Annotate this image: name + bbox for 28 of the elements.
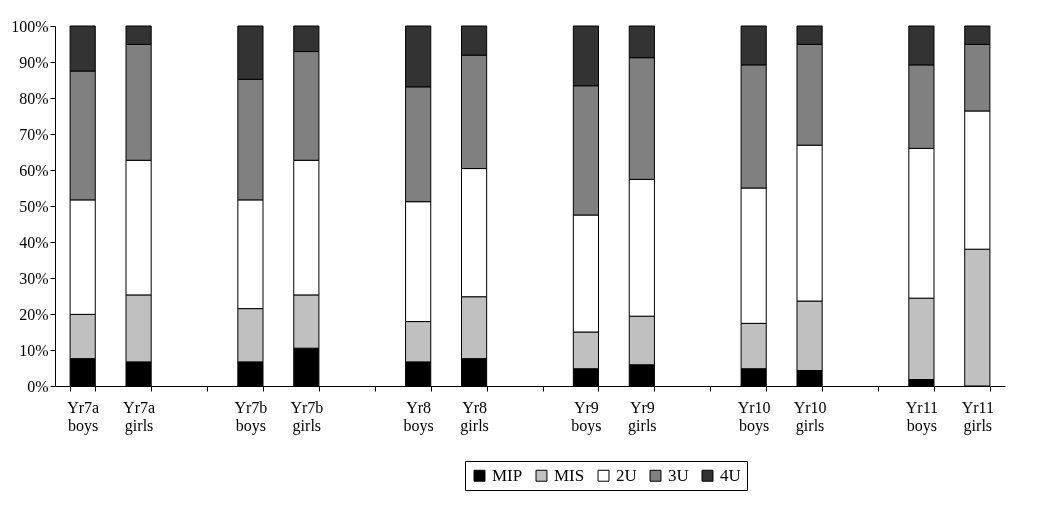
y-tick-label: 10% <box>19 341 49 359</box>
legend-label: 2U <box>616 465 637 485</box>
legend-label: MIS <box>554 465 585 485</box>
y-tick-label: 60% <box>19 161 49 179</box>
y-tick-label: 20% <box>19 305 49 323</box>
legend-label: MIP <box>492 465 523 485</box>
legend-label: 3U <box>668 465 689 485</box>
x-tick-label: Yr8 girls <box>460 398 489 435</box>
y-tick-label: 0% <box>27 377 49 395</box>
y-tick-label: 100% <box>11 17 49 35</box>
x-tick-label: Yr11 girls <box>961 398 994 435</box>
y-tick-label: 70% <box>19 125 49 143</box>
x-tick-label: Yr10 boys <box>737 398 771 435</box>
y-tick-label: 90% <box>19 53 49 71</box>
x-tick-label: Yr9 girls <box>628 398 657 435</box>
x-tick-label: Yr10 girls <box>793 398 827 435</box>
x-tick-label: Yr7b girls <box>290 398 324 435</box>
y-tick-label: 80% <box>19 89 49 107</box>
x-tick-label: Yr9 boys <box>571 398 602 435</box>
x-tick-label: Yr8 boys <box>403 398 434 435</box>
y-tick-label: 50% <box>19 197 49 215</box>
x-tick-label: Yr11 boys <box>905 398 939 435</box>
y-tick-label: 30% <box>19 269 49 287</box>
x-tick-label: Yr7b boys <box>234 398 268 435</box>
legend-label: 4U <box>720 465 741 485</box>
y-tick-label: 40% <box>19 233 49 251</box>
x-tick-label: Yr7a boys <box>67 398 100 435</box>
x-tick-label: Yr7a girls <box>123 398 156 435</box>
